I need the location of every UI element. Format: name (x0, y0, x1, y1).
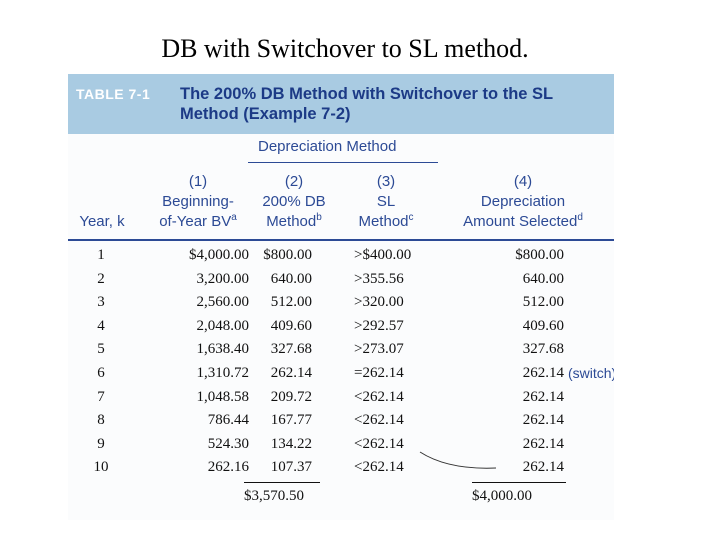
selected-cell: 327.68 (522, 341, 564, 358)
col-3-line-2-text: Method (358, 213, 409, 230)
col-2-line-2-text: Method (266, 213, 317, 230)
col-3-line-2: Methodc (346, 212, 426, 232)
col-2-line-1: 200% DB (262, 193, 326, 210)
selected-cell: 512.00 (522, 294, 564, 311)
table-title-line-2: Method (Example 7-2) (180, 105, 351, 123)
col-1-footnote: a (231, 212, 237, 223)
col-4-line-2: Amount Selectedd (438, 212, 608, 232)
bv-cell: 262.16 (207, 459, 249, 476)
db-cell: 327.68 (270, 341, 312, 358)
col-4-number: (4) (513, 173, 533, 190)
sl-cell: >$400.00 (354, 247, 412, 263)
year-cell: 1 (97, 247, 105, 263)
bv-cell: 786.44 (207, 412, 249, 429)
bv-cell: 3,200.00 (196, 270, 250, 287)
group-header: Depreciation Method (258, 138, 397, 155)
bv-cell: 2,048.00 (196, 317, 250, 334)
col-1-header: (1) Beginning- of-Year BVa (140, 172, 256, 232)
sl-cell: <262.14 (354, 435, 404, 452)
table-number: TABLE 7-1 (76, 86, 151, 102)
sl-cell: >355.56 (354, 270, 404, 287)
col-3-line-1: SL (376, 193, 396, 210)
sl-cell: <262.14 (354, 459, 404, 476)
col-1-line-2: of-Year BVa (140, 212, 256, 232)
db-cell: 512.00 (270, 294, 312, 311)
bv-cell: $4,000.00 (189, 247, 249, 263)
selected-cell: 640.00 (522, 270, 564, 287)
year-cell: 8 (97, 412, 105, 429)
year-cell: 7 (97, 388, 105, 405)
selected-cell: 262.14 (522, 388, 564, 405)
col-3-number: (3) (376, 173, 396, 190)
selected-cell: 262.14 (522, 459, 564, 476)
switch-note: (switch) (568, 365, 614, 381)
bv-cell: 1,048.58 (196, 388, 250, 405)
db-cell: 262.14 (270, 365, 312, 381)
sl-cell: >292.57 (354, 317, 404, 334)
year-cell: 5 (97, 341, 105, 358)
sl-cell: <262.14 (354, 412, 404, 429)
selected-cell: 262.14 (522, 435, 564, 452)
col-2-footnote: b (316, 212, 322, 223)
selected-cell: 409.60 (522, 317, 564, 334)
col-4-footnote: d (577, 212, 583, 223)
bv-cell: 1,638.40 (196, 341, 250, 358)
selected-cell: 262.14 (522, 365, 564, 381)
col-3-header: (3) SL Methodc (346, 172, 426, 232)
db-cell: 409.60 (270, 317, 312, 334)
total-selected: $4,000.00 (472, 488, 532, 504)
year-cell: 4 (97, 317, 105, 334)
table-title-line-1: The 200% DB Method with Switchover to th… (180, 85, 554, 103)
header-rule (68, 239, 614, 241)
db-cell: $800.00 (263, 247, 312, 263)
year-cell: 2 (97, 270, 105, 287)
year-cell: 9 (97, 435, 105, 452)
sl-cell: >273.07 (354, 341, 404, 358)
col-2-line-2: Methodb (254, 212, 334, 232)
bv-cell: 2,560.00 (196, 294, 250, 311)
col-2-number: (2) (284, 173, 304, 190)
db-cell: 640.00 (270, 270, 312, 287)
year-cell: 10 (93, 459, 109, 476)
sl-cell: =262.14 (354, 365, 404, 381)
col-2-header: (2) 200% DB Methodb (254, 172, 334, 232)
selected-cell: 262.14 (522, 412, 564, 429)
group-header-rule (248, 162, 438, 163)
sl-cell: >320.00 (354, 294, 404, 311)
col-3-footnote: c (408, 212, 414, 223)
sl-cell: <262.14 (354, 388, 404, 405)
db-cell: 167.77 (270, 412, 312, 429)
col-1-line-1: Beginning- (162, 193, 234, 210)
col-4-header: (4) Depreciation Amount Selectedd (438, 172, 608, 232)
year-cell: 3 (97, 294, 105, 311)
col-4-line-1: Depreciation (480, 193, 566, 210)
total-selected-rule (472, 482, 566, 483)
year-cell: 6 (97, 365, 105, 381)
slide-title: DB with Switchover to SL method. (161, 34, 529, 63)
db-cell: 134.22 (270, 435, 312, 452)
connector-line (419, 451, 497, 469)
bv-cell: 524.30 (207, 435, 249, 452)
col-1-line-2-text: of-Year BV (159, 213, 232, 230)
db-cell: 209.72 (270, 388, 312, 405)
bv-cell: 1,310.72 (196, 365, 250, 381)
selected-cell: $800.00 (515, 247, 564, 263)
col-4-line-2-text: Amount Selected (463, 213, 578, 230)
total-db: $3,570.50 (244, 488, 304, 504)
total-db-rule (244, 482, 320, 483)
table-header-band: TABLE 7-1 The 200% DB Method with Switch… (68, 74, 614, 134)
db-cell: 107.37 (270, 459, 312, 476)
col-1-number: (1) (188, 173, 208, 190)
table-scan: TABLE 7-1 The 200% DB Method with Switch… (68, 74, 614, 520)
table-title: The 200% DB Method with Switchover to th… (180, 84, 610, 124)
col-year-header: Year, k (79, 213, 125, 230)
